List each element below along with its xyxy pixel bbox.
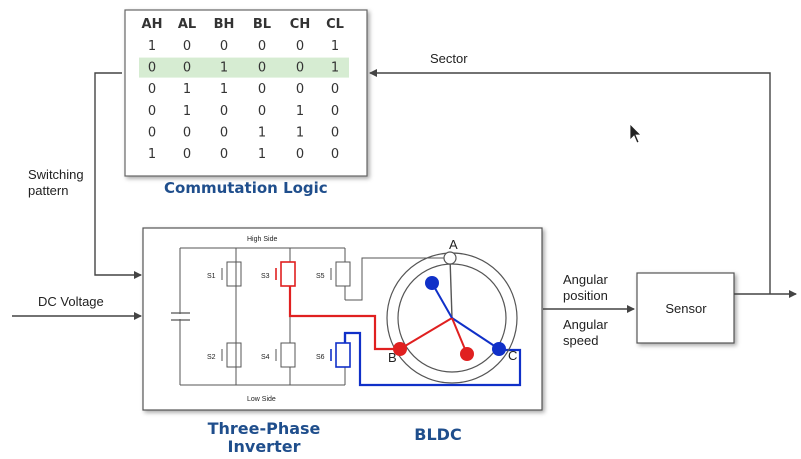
table-cell: 1 — [296, 104, 304, 119]
switch-s5-label: S5 — [316, 273, 325, 280]
commutation-table: AH AL BH BL CH CL 1 0 0 0 0 1 0 0 1 0 0 1 0 1 1 0 0 0 0 1 0 0 1 0 0 0 0 1… — [124, 9, 368, 177]
sector-feedback-line — [369, 69, 771, 294]
table-header-ch: CH — [290, 17, 310, 32]
phase-b-label: B — [388, 350, 397, 365]
table-cell: 0 — [220, 39, 228, 54]
table-cell: 0 — [220, 104, 228, 119]
table-cell: 0 — [296, 39, 304, 54]
table-cell: 0 — [258, 104, 266, 119]
table-cell: 0 — [331, 104, 339, 119]
table-cell: 0 — [258, 39, 266, 54]
switching-label-line1: Switching — [28, 167, 84, 182]
table-cell: 1 — [258, 125, 266, 140]
phase-a-label: A — [449, 237, 458, 252]
table-cell: 0 — [220, 125, 228, 140]
table-cell: 0 — [148, 61, 156, 76]
table-cell: 1 — [148, 39, 156, 54]
table-cell: 1 — [296, 125, 304, 140]
table-cell: 1 — [183, 82, 191, 97]
table-cell: 1 — [148, 147, 156, 162]
table-header-al: AL — [178, 17, 196, 32]
dc-voltage-label: DC Voltage — [38, 294, 104, 309]
inverter-title-line1: Three-Phase — [208, 419, 321, 438]
table-cell: 0 — [148, 125, 156, 140]
table-header-bl: BL — [253, 17, 271, 32]
switch-s6-label: S6 — [316, 354, 325, 361]
commutation-logic-title: Commutation Logic — [164, 179, 328, 197]
table-cell: 0 — [331, 82, 339, 97]
inverter-circuit — [171, 247, 522, 387]
switching-pattern-line — [94, 72, 142, 279]
high-side-label: High Side — [247, 236, 277, 243]
sensor-block — [636, 272, 735, 344]
low-side-label: Low Side — [247, 396, 276, 403]
inverter-title-line2: Inverter — [228, 437, 301, 456]
table-cell: 0 — [148, 104, 156, 119]
table-cell: 1 — [258, 147, 266, 162]
table-cell: 0 — [331, 125, 339, 140]
bldc-motor — [386, 251, 518, 384]
phase-c-label: C — [508, 348, 517, 363]
inverter-motor-box — [142, 227, 543, 411]
table-cell: 0 — [220, 147, 228, 162]
sector-label: Sector — [430, 51, 468, 66]
table-cell: 0 — [183, 61, 191, 76]
angular-position-line1: Angular — [563, 272, 608, 287]
table-cell: 1 — [331, 61, 339, 76]
table-cell: 0 — [258, 82, 266, 97]
table-header-cl: CL — [326, 17, 344, 32]
table-cell: 0 — [148, 82, 156, 97]
table-cell: 1 — [183, 104, 191, 119]
table-cell: 0 — [183, 147, 191, 162]
table-header-ah: AH — [142, 17, 163, 32]
switch-s1-label: S1 — [207, 273, 216, 280]
table-cell: 0 — [331, 147, 339, 162]
highlighted-row — [139, 57, 349, 78]
bldc-title: BLDC — [414, 425, 461, 444]
sensor-label: Sensor — [665, 301, 707, 316]
angular-speed-line1: Angular — [563, 317, 608, 332]
table-cell: 0 — [296, 82, 304, 97]
table-cell: 0 — [183, 39, 191, 54]
switch-s3-label: S3 — [261, 273, 270, 280]
table-header-bh: BH — [214, 17, 235, 32]
table-cell: 1 — [331, 39, 339, 54]
table-cell: 0 — [183, 125, 191, 140]
mouse-cursor-icon — [629, 123, 642, 144]
table-cell: 0 — [258, 61, 266, 76]
table-cell: 1 — [220, 61, 228, 76]
table-cell: 0 — [296, 61, 304, 76]
table-cell: 0 — [296, 147, 304, 162]
table-cell: 1 — [220, 82, 228, 97]
angular-position-line2: position — [563, 288, 608, 303]
switch-s4-label: S4 — [261, 354, 270, 361]
switch-s2-label: S2 — [207, 354, 216, 361]
angular-speed-line2: speed — [563, 333, 598, 348]
switching-label-line2: pattern — [28, 183, 68, 198]
